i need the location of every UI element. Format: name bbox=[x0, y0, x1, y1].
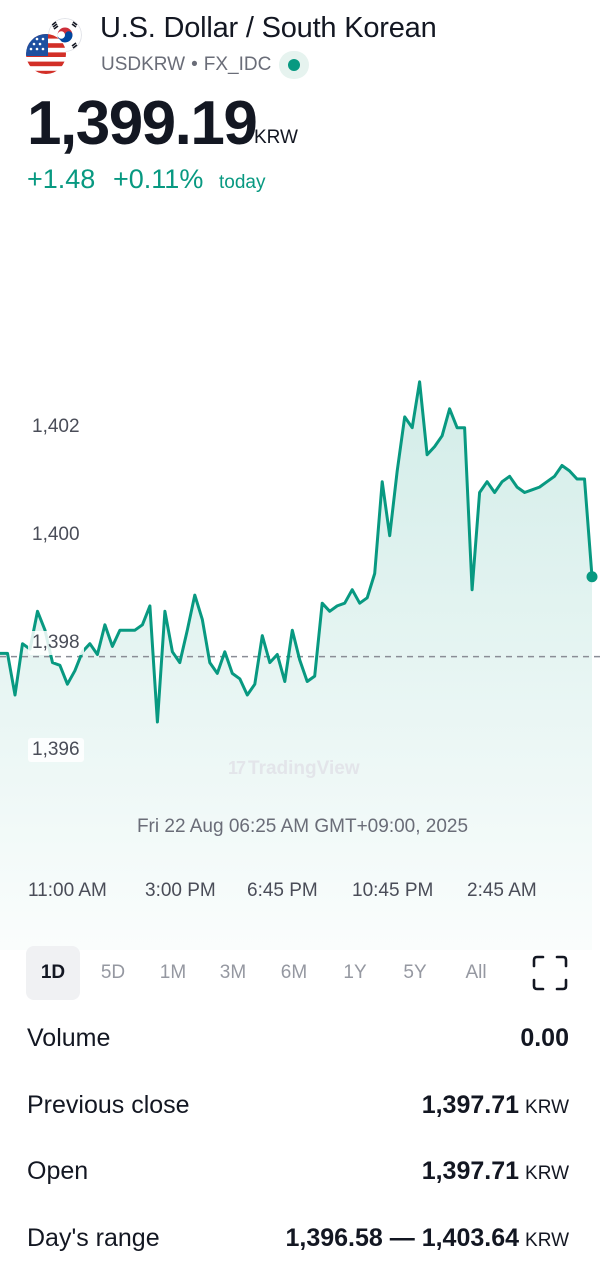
price-change-absolute: +1.48 bbox=[27, 164, 96, 194]
range-tab-all[interactable]: All bbox=[465, 962, 487, 983]
instrument-title: U.S. Dollar / South Korean bbox=[100, 12, 437, 44]
y-axis-tick-1402: 1,402 bbox=[28, 415, 84, 439]
us-flag-icon bbox=[26, 34, 66, 74]
instrument-subtitle: USDKRW • FX_IDC bbox=[101, 54, 271, 76]
range-tab-1m[interactable]: 1M bbox=[159, 962, 187, 983]
header: U.S. Dollar / South Korean USDKRW • FX_IDC bbox=[0, 0, 605, 80]
stat-row-open: Open 1,397.71 KRW bbox=[27, 1145, 569, 1201]
x-axis-tick-4: 10:45 PM bbox=[352, 880, 434, 901]
last-price-point bbox=[586, 571, 598, 583]
currency-pair-flags bbox=[26, 18, 86, 78]
exchange-label: FX_IDC bbox=[203, 54, 272, 75]
range-tab-6m[interactable]: 6M bbox=[280, 962, 308, 983]
range-tab-5y[interactable]: 5Y bbox=[403, 962, 427, 983]
price-currency: KRW bbox=[254, 127, 298, 148]
range-tab-5d[interactable]: 5D bbox=[100, 962, 126, 983]
x-axis-tick-5: 2:45 AM bbox=[467, 880, 537, 901]
price-change-percent: +0.11% bbox=[113, 164, 204, 194]
price-area-fill bbox=[0, 381, 592, 950]
stat-unit: KRW bbox=[525, 1097, 569, 1118]
range-tab-1d[interactable]: 1D bbox=[26, 946, 80, 1000]
price-chart[interactable] bbox=[0, 210, 605, 950]
chart-timestamp: Fri 22 Aug 06:25 AM GMT+09:00, 2025 bbox=[136, 816, 469, 837]
y-axis-tick-1398: 1,398 bbox=[28, 631, 84, 655]
stat-number: 1,397.71 bbox=[421, 1091, 520, 1119]
separator-dot: • bbox=[191, 54, 198, 75]
stat-number: 1,397.71 bbox=[421, 1157, 520, 1185]
range-selector: 1D 5D 1M 3M 6M 1Y 5Y All bbox=[26, 946, 581, 1000]
current-price: 1,399.19 bbox=[27, 89, 258, 158]
stat-label: Previous close bbox=[27, 1091, 190, 1119]
watermark-text: TradingView bbox=[248, 758, 360, 779]
range-tab-3m[interactable]: 3M bbox=[219, 962, 247, 983]
market-status-icon[interactable] bbox=[279, 51, 309, 79]
stat-unit: KRW bbox=[525, 1230, 569, 1251]
stat-value: 0.00 bbox=[520, 1024, 569, 1053]
y-axis-tick-1400: 1,400 bbox=[28, 523, 84, 547]
x-axis-tick-2: 3:00 PM bbox=[145, 880, 216, 901]
stat-unit: KRW bbox=[525, 1163, 569, 1184]
tradingview-logo-icon: 17 bbox=[228, 758, 246, 778]
stat-number: 1,396.58 — 1,403.64 bbox=[285, 1224, 520, 1252]
stat-value: 1,397.71 KRW bbox=[422, 1157, 569, 1186]
y-axis-tick-1396: 1,396 bbox=[28, 738, 84, 762]
tradingview-watermark: 17 TradingView bbox=[228, 758, 360, 780]
stat-value: 1,396.58 — 1,403.64 KRW bbox=[285, 1224, 569, 1253]
x-axis-tick-1: 11:00 AM bbox=[28, 880, 107, 901]
stat-label: Day's range bbox=[27, 1224, 160, 1252]
stat-row-days-range: Day's range 1,396.58 — 1,403.64 KRW bbox=[27, 1212, 569, 1268]
price-line bbox=[0, 380, 594, 724]
symbol-label: USDKRW bbox=[101, 54, 186, 75]
price-change-period: today bbox=[219, 172, 266, 193]
x-axis-tick-3: 6:45 PM bbox=[247, 880, 318, 901]
stat-number: 0.00 bbox=[520, 1024, 569, 1052]
price-chart-svg bbox=[0, 380, 605, 950]
stat-label: Open bbox=[27, 1157, 89, 1185]
stat-value: 1,397.71 KRW bbox=[422, 1091, 569, 1120]
stat-row-volume: Volume 0.00 bbox=[27, 1012, 569, 1068]
stat-row-previous-close: Previous close 1,397.71 KRW bbox=[27, 1079, 569, 1135]
fullscreen-icon[interactable] bbox=[531, 954, 569, 992]
stat-label: Volume bbox=[27, 1024, 111, 1052]
range-tab-1y[interactable]: 1Y bbox=[343, 962, 367, 983]
